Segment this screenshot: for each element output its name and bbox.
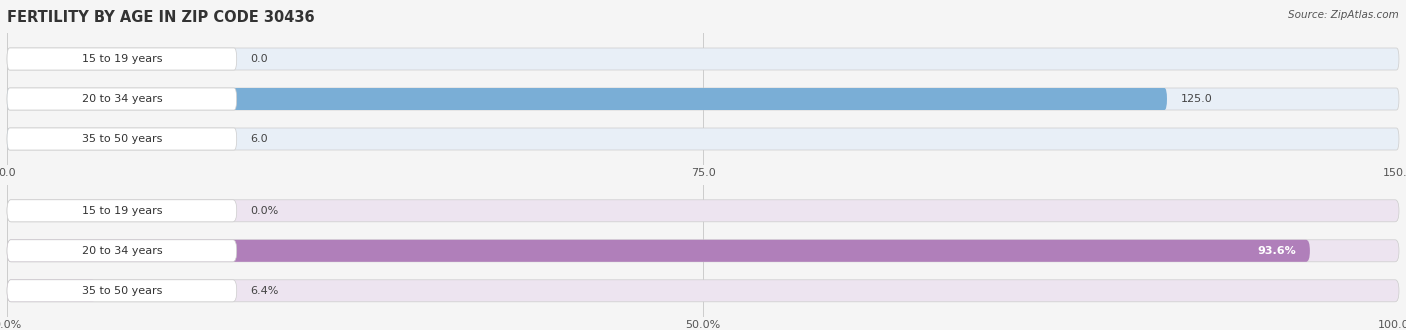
- Text: 93.6%: 93.6%: [1257, 246, 1296, 256]
- Text: 125.0: 125.0: [1181, 94, 1212, 104]
- FancyBboxPatch shape: [7, 280, 96, 302]
- Text: 0.0%: 0.0%: [250, 206, 278, 216]
- FancyBboxPatch shape: [7, 200, 236, 222]
- Text: 20 to 34 years: 20 to 34 years: [82, 94, 162, 104]
- FancyBboxPatch shape: [7, 200, 1399, 222]
- FancyBboxPatch shape: [7, 88, 1399, 110]
- FancyBboxPatch shape: [7, 240, 1310, 262]
- FancyBboxPatch shape: [7, 88, 1167, 110]
- FancyBboxPatch shape: [7, 128, 1399, 150]
- Text: 15 to 19 years: 15 to 19 years: [82, 54, 162, 64]
- FancyBboxPatch shape: [7, 48, 1399, 70]
- Text: 6.4%: 6.4%: [250, 286, 278, 296]
- FancyBboxPatch shape: [7, 280, 236, 302]
- FancyBboxPatch shape: [7, 280, 1399, 302]
- Text: 15 to 19 years: 15 to 19 years: [82, 206, 162, 216]
- FancyBboxPatch shape: [7, 240, 1399, 262]
- Text: FERTILITY BY AGE IN ZIP CODE 30436: FERTILITY BY AGE IN ZIP CODE 30436: [7, 10, 315, 25]
- Text: 35 to 50 years: 35 to 50 years: [82, 286, 162, 296]
- FancyBboxPatch shape: [7, 240, 236, 262]
- Text: 20 to 34 years: 20 to 34 years: [82, 246, 162, 256]
- Text: 6.0: 6.0: [250, 134, 269, 144]
- Text: Source: ZipAtlas.com: Source: ZipAtlas.com: [1288, 10, 1399, 20]
- FancyBboxPatch shape: [7, 128, 236, 150]
- FancyBboxPatch shape: [7, 48, 236, 70]
- Text: 0.0: 0.0: [250, 54, 269, 64]
- FancyBboxPatch shape: [7, 128, 63, 150]
- Text: 35 to 50 years: 35 to 50 years: [82, 134, 162, 144]
- FancyBboxPatch shape: [7, 88, 236, 110]
